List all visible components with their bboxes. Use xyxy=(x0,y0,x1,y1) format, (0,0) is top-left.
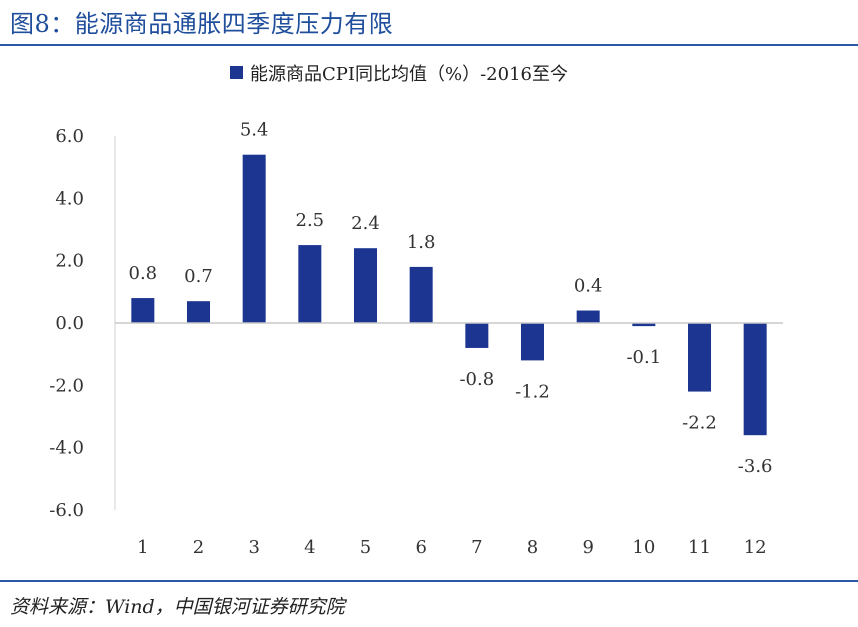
legend-label: 能源商品CPI同比均值（%）-2016至今 xyxy=(250,64,568,85)
bar xyxy=(465,323,489,348)
x-tick-label: 12 xyxy=(744,537,767,558)
x-tick-label: 1 xyxy=(137,537,148,558)
y-tick-label: 2.0 xyxy=(55,251,84,272)
x-tick-label: 4 xyxy=(304,537,315,558)
x-tick-label: 9 xyxy=(582,537,593,558)
data-label: 5.4 xyxy=(240,120,269,141)
chart-legend: 能源商品CPI同比均值（%）-2016至今 xyxy=(230,64,568,85)
bar xyxy=(131,298,155,323)
x-tick-label: 8 xyxy=(527,537,538,558)
x-axis-ticks: 1 2 3 4 5 6 7 8 9 10 11 12 xyxy=(137,537,767,558)
x-tick-label: 3 xyxy=(248,537,259,558)
x-tick-label: 5 xyxy=(360,537,371,558)
data-labels: 0.8 0.7 5.4 2.5 2.4 1.8 -0.8 -1.2 0.4 -0.1 -2.2 -3.… xyxy=(129,120,773,478)
data-label: -1.2 xyxy=(515,381,550,402)
x-tick-label: 6 xyxy=(415,537,426,558)
x-tick-label: 11 xyxy=(688,537,711,558)
bar xyxy=(576,310,600,323)
y-tick-label: -2.0 xyxy=(49,375,84,396)
x-tick-label: 2 xyxy=(193,537,204,558)
y-tick-label: -6.0 xyxy=(49,500,84,521)
x-tick-label: 7 xyxy=(471,537,482,558)
data-label: 0.4 xyxy=(574,276,603,297)
data-label: -3.6 xyxy=(738,456,773,477)
bar-series xyxy=(131,154,767,436)
data-label: 1.8 xyxy=(407,232,436,253)
data-label: -2.2 xyxy=(682,413,717,434)
data-label: 0.7 xyxy=(184,266,213,287)
data-label: 0.8 xyxy=(129,263,158,284)
y-tick-label: 4.0 xyxy=(55,188,84,209)
data-label: 2.5 xyxy=(296,210,325,231)
bar-chart: 能源商品CPI同比均值（%）-2016至今 6.0 4.0 2.0 0.0 -2.0 -4… xyxy=(49,64,783,558)
x-tick-label: 10 xyxy=(632,537,655,558)
bar xyxy=(409,266,433,323)
title-rule xyxy=(0,44,858,46)
y-tick-label: -4.0 xyxy=(49,438,84,459)
bar xyxy=(187,301,210,323)
bar xyxy=(743,323,767,436)
source-rule xyxy=(0,580,858,582)
bar xyxy=(688,323,711,392)
legend-swatch xyxy=(230,66,243,79)
bar xyxy=(632,323,656,327)
y-axis-ticks: 6.0 4.0 2.0 0.0 -2.0 -4.0 -6.0 xyxy=(49,126,84,521)
y-tick-label: 0.0 xyxy=(55,313,84,334)
figure-title: 图8：能源商品通胀四季度压力有限 xyxy=(10,10,394,38)
y-tick-label: 6.0 xyxy=(55,126,84,147)
bar xyxy=(298,245,322,323)
bar xyxy=(242,154,266,323)
bar xyxy=(521,323,544,361)
data-label: -0.8 xyxy=(459,369,494,390)
bar xyxy=(354,248,377,323)
data-label: 2.4 xyxy=(351,213,380,234)
source-note: 资料来源：Wind，中国银河证券研究院 xyxy=(10,596,345,618)
data-label: -0.1 xyxy=(626,347,661,368)
